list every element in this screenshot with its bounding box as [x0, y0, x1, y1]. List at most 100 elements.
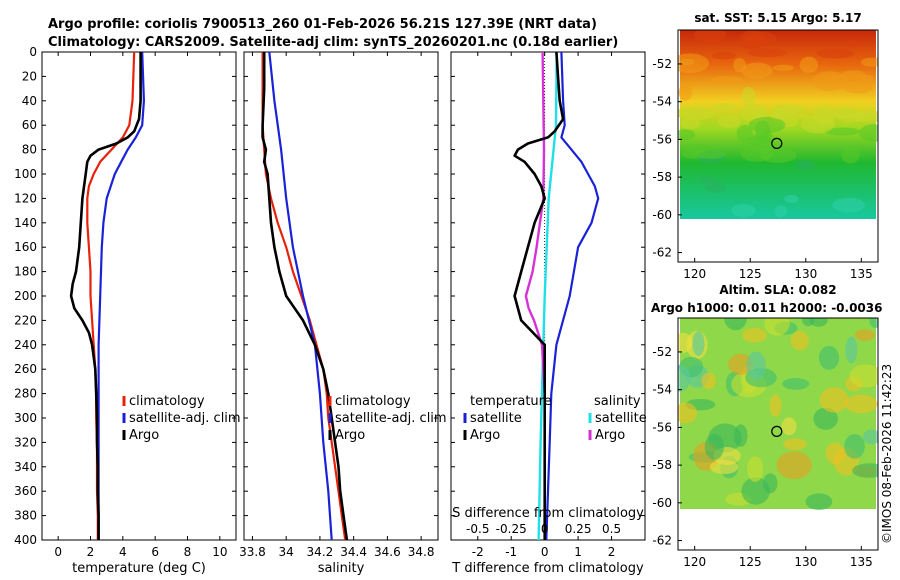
map-y-tick-label: -58: [652, 170, 672, 184]
x-tick-label: 0: [541, 545, 549, 559]
map-x-tick-label: 135: [850, 555, 873, 569]
sst-texture-patch: [694, 30, 727, 43]
sla-texture-patch: [704, 433, 724, 460]
y-tick-label: 160: [14, 240, 37, 254]
sla-map-title-line2: Argo h1000: 0.011 h2000: -0.0036: [651, 301, 882, 315]
sst-texture-patch: [860, 57, 878, 67]
x-tick-label: 34.6: [374, 545, 401, 559]
map-y-tick-label: -52: [652, 345, 672, 359]
sst-texture-patch: [859, 124, 878, 142]
sla-map-axes: 120 125 130 135 -52 -54 -56 -58 -60 -62: [652, 345, 872, 569]
salinity-profile-panel: 33.8 34 34.2 34.4 34.6 34.8 salinity climatolog…: [239, 51, 447, 576]
sla-texture-patch: [782, 377, 810, 390]
sla-texture-patch: [776, 451, 812, 480]
sla-texture-patch: [781, 417, 797, 436]
sst-texture-patch: [680, 58, 695, 66]
sst-texture-patch: [733, 58, 747, 73]
x-tick-label: 0: [54, 545, 62, 559]
sla-texture-patch: [805, 493, 833, 511]
argo-temp-line: [69, 52, 142, 540]
sla-texture-patch: [769, 394, 782, 417]
x-tick-label: 10: [212, 545, 227, 559]
sla-texture-patch: [701, 372, 717, 390]
x-axis-label: temperature (deg C): [72, 561, 206, 576]
x-tick-label: 33.8: [239, 545, 266, 559]
sst-texture-patch: [795, 159, 816, 172]
sst-texture-patch: [739, 30, 765, 50]
sal-legend-satellite-label: satellite-adj. clim: [335, 411, 447, 426]
map-x-tick-label: 125: [739, 267, 762, 281]
sst-texture-patch: [740, 144, 774, 162]
sst-texture-patch: [680, 116, 701, 130]
y-tick-label: 340: [14, 460, 37, 474]
map-y-tick-label: -60: [652, 496, 672, 510]
sst-texture-patch: [769, 112, 808, 120]
satellite-sal-line: [268, 52, 333, 540]
sst-texture-patch: [698, 176, 716, 183]
sla-texture-patch: [844, 394, 878, 414]
sst-texture-patch: [782, 117, 798, 128]
map-y-tick-label: -52: [652, 57, 672, 71]
sst-texture-patch: [841, 145, 860, 164]
temp-argo-diff-line: [513, 52, 565, 540]
sst-texture-patch: [772, 104, 804, 115]
map-x-tick-label: 135: [850, 267, 873, 281]
map-x-tick-label: 120: [683, 267, 706, 281]
diff-legend-temperature-title: temperature: [470, 394, 552, 409]
map-y-tick-label: -58: [652, 458, 672, 472]
sla-texture-patch: [733, 424, 748, 447]
x-axis-label: T difference from climatology: [451, 561, 644, 576]
sst-texture-patch: [678, 129, 696, 141]
map-x-tick-label: 125: [739, 555, 762, 569]
map-y-tick-label: -56: [652, 420, 672, 434]
map-x-tick-label: 130: [794, 267, 817, 281]
y-tick-label: 60: [22, 118, 37, 132]
diff-legend-sal-satellite-label: satellite: [595, 411, 647, 426]
x-tick-label: 4: [119, 545, 127, 559]
s-axis-label: S difference from climatology: [452, 506, 644, 521]
sst-texture-patch: [748, 116, 786, 133]
satellite-temp-line: [97, 52, 145, 540]
sla-texture-patch: [728, 353, 753, 376]
sst-texture-patch: [731, 204, 756, 217]
map-y-tick-label: -60: [652, 208, 672, 222]
sst-texture-patch: [812, 71, 849, 91]
x-tick-label: 8: [184, 545, 192, 559]
sla-texture-patch: [869, 318, 878, 328]
diff-legend-temp-satellite-label: satellite: [470, 411, 522, 426]
sst-texture-patch: [711, 52, 737, 60]
y-tick-label: 240: [14, 338, 37, 352]
sst-texture-patch: [840, 70, 866, 80]
sst-texture-patch: [747, 48, 787, 58]
sst-texture-patch: [704, 180, 726, 193]
temp-legend-satellite-label: satellite-adj. clim: [129, 411, 241, 426]
sla-texture-patch: [813, 407, 838, 430]
x-tick-label: -1: [505, 545, 517, 559]
y-tick-label: 360: [14, 484, 37, 498]
y-tick-label: 300: [14, 411, 37, 425]
y-tick-label: 40: [22, 94, 37, 108]
x-tick-label: 34.8: [408, 545, 435, 559]
sst-texture-patch: [774, 205, 788, 218]
difference-profile-panel: -2 -1 0 1 2 T difference from climatology S di…: [450, 51, 647, 576]
sla-texture-patch: [742, 327, 767, 343]
diff-legend-sal-argo-label: Argo: [595, 428, 625, 443]
x-tick-label: 2: [87, 545, 95, 559]
sla-texture-patch: [854, 329, 876, 341]
y-tick-label: 120: [14, 191, 37, 205]
temperature-profile-panel: 0 2 4 6 8 10020406080100120140160180200220240…: [14, 45, 241, 576]
y-tick-label: 320: [14, 435, 37, 449]
sla-texture-patch: [692, 331, 705, 357]
x-tick-label: 34: [279, 545, 294, 559]
sla-texture-patch: [790, 331, 809, 351]
sla-float-marker: [771, 425, 783, 437]
x-tick-label: 1: [574, 545, 582, 559]
x-tick-label: 34.4: [340, 545, 367, 559]
y-tick-label: 400: [14, 533, 37, 547]
sst-texture-patch: [709, 75, 743, 84]
map-x-tick-label: 130: [794, 555, 817, 569]
diff-legend-salinity-title: salinity: [594, 394, 641, 409]
sst-texture-patch: [773, 64, 794, 71]
y-tick-label: 280: [14, 387, 37, 401]
